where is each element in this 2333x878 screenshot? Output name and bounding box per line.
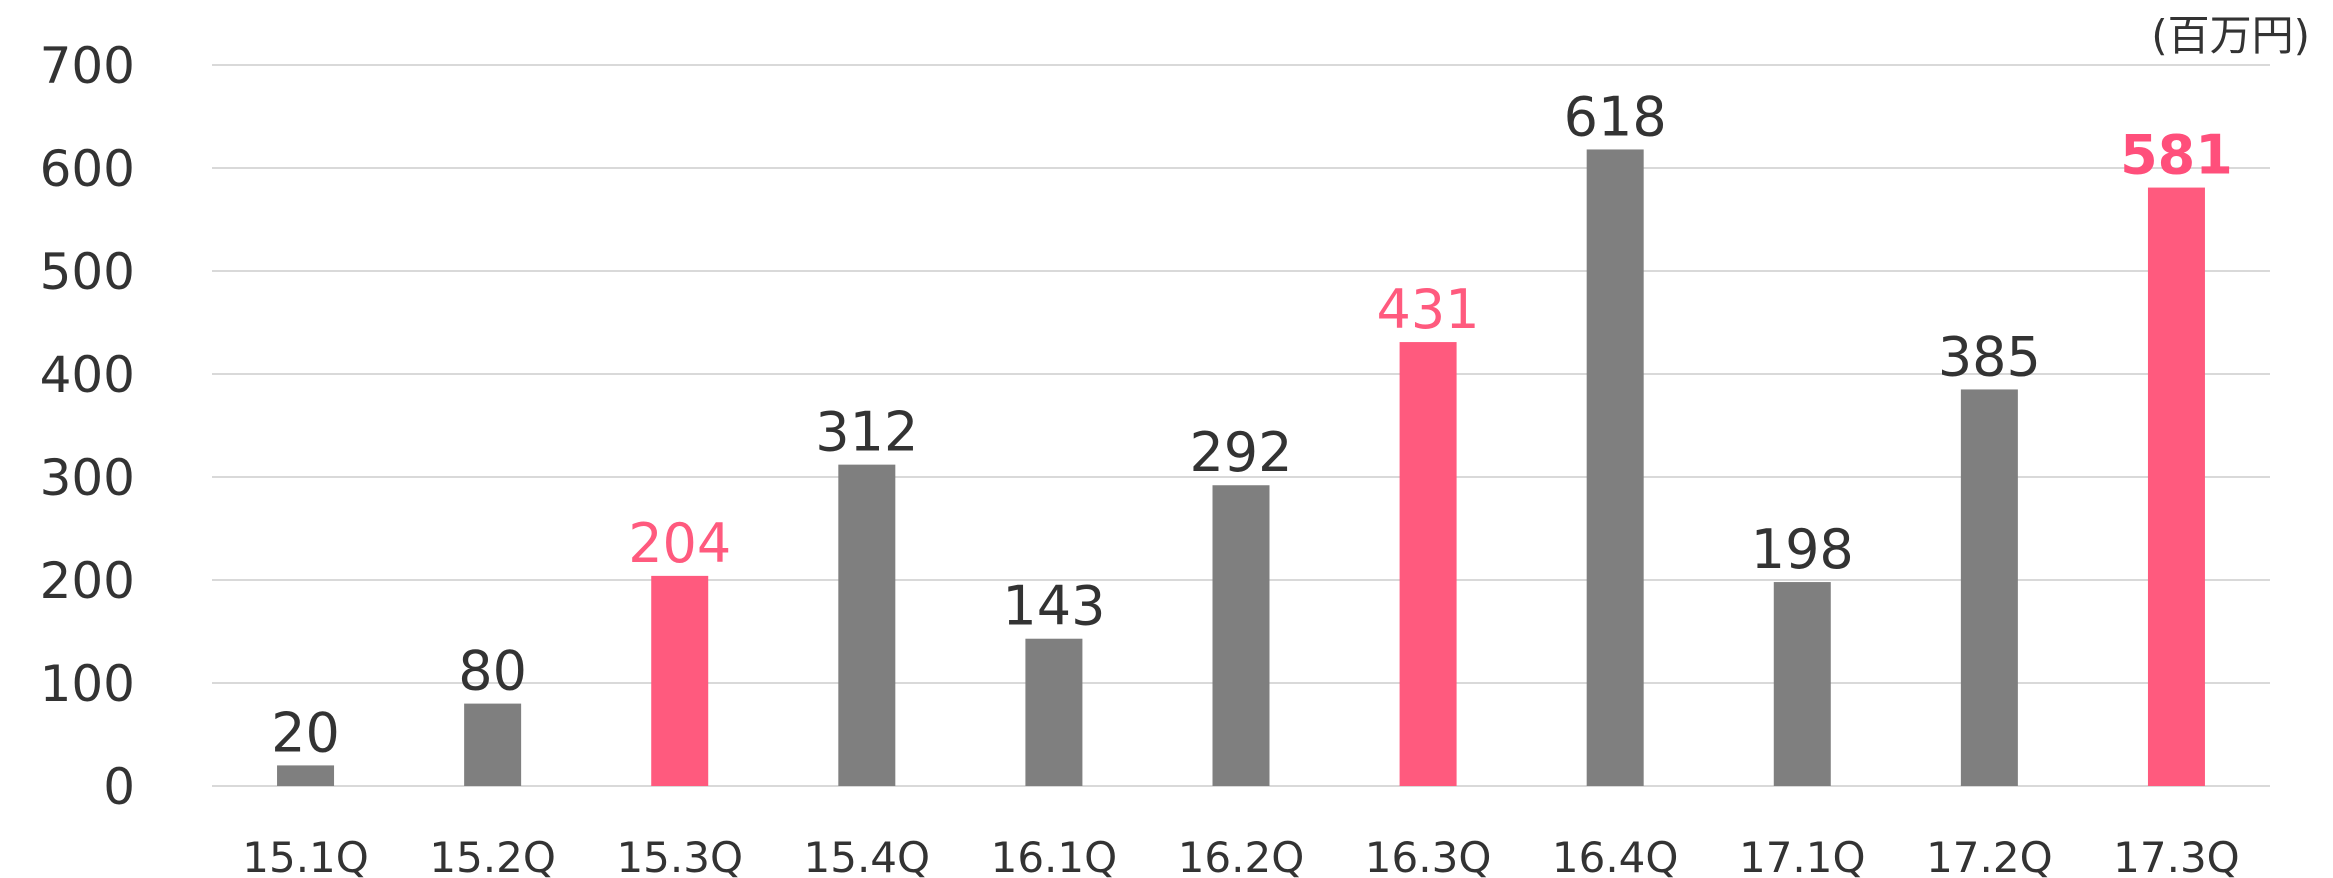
bar	[1586, 149, 1644, 786]
y-tick-label: 400	[40, 346, 135, 404]
bar	[1399, 342, 1457, 786]
data-label: 80	[458, 640, 527, 703]
bar	[1212, 485, 1270, 786]
x-tick-label: 17.1Q	[1739, 833, 1866, 878]
data-label: 198	[1751, 518, 1854, 581]
y-tick-label: 600	[40, 140, 135, 198]
data-label: 292	[1189, 421, 1292, 484]
y-tick-label: 700	[40, 37, 135, 95]
data-label: 204	[628, 512, 731, 575]
bar	[1025, 638, 1083, 786]
bar	[277, 765, 335, 786]
data-label: 312	[815, 401, 918, 464]
x-tick-label: 15.3Q	[616, 833, 743, 878]
data-label: 618	[1564, 85, 1667, 148]
bar	[464, 703, 522, 786]
bar	[1773, 582, 1831, 786]
x-tick-label: 15.4Q	[804, 833, 931, 878]
bar	[2147, 187, 2205, 786]
bar	[1960, 389, 2018, 786]
y-tick-label: 200	[40, 552, 135, 610]
x-tick-label: 15.1Q	[242, 833, 369, 878]
x-tick-label: 16.2Q	[1178, 833, 1305, 878]
y-axis-ticks: 0 100 200 300 400 500 600 700	[40, 37, 135, 816]
y-tick-label: 0	[103, 758, 135, 816]
data-label: 385	[1938, 325, 2041, 388]
x-tick-label: 16.3Q	[1365, 833, 1492, 878]
bar	[651, 575, 709, 786]
x-tick-label: 17.3Q	[2113, 833, 2240, 878]
data-label: 143	[1002, 575, 1105, 638]
data-labels: 20 80 204 312 143 292 431 618 198 385 581	[271, 85, 2233, 764]
data-label: 20	[271, 701, 340, 764]
data-label: 581	[2120, 124, 2233, 187]
x-axis-ticks: 15.1Q 15.2Q 15.3Q 15.4Q 16.1Q 16.2Q 16.3Q 16.4Q…	[242, 833, 2239, 878]
unit-label: (百万円)	[2151, 11, 2310, 60]
y-tick-label: 500	[40, 243, 135, 301]
y-tick-label: 100	[40, 655, 135, 713]
x-tick-label: 16.1Q	[991, 833, 1118, 878]
data-label: 431	[1377, 278, 1480, 341]
bar	[838, 464, 896, 786]
bars	[277, 149, 2205, 786]
x-tick-label: 15.2Q	[429, 833, 556, 878]
x-tick-label: 17.2Q	[1926, 833, 2053, 878]
x-tick-label: 16.4Q	[1552, 833, 1679, 878]
y-tick-label: 300	[40, 449, 135, 507]
